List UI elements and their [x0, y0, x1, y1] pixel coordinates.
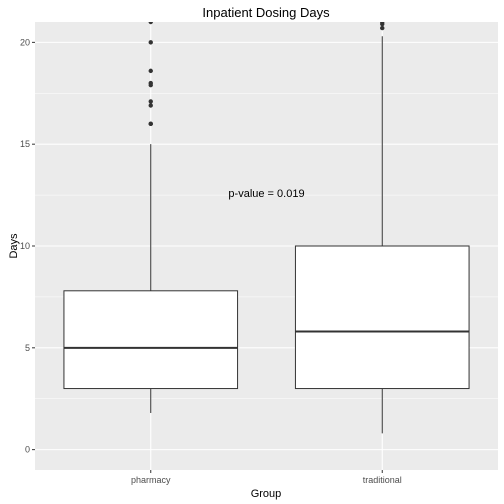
- outlier-point: [380, 25, 385, 31]
- x-axis-title: Group: [251, 488, 282, 500]
- box-group-pharmacy: [63, 22, 239, 413]
- y-axis-ticks: 0 5 10 15 20: [20, 37, 35, 455]
- box-group-traditional: [294, 22, 470, 434]
- y-tick-label: 15: [20, 139, 30, 149]
- x-axis-ticks: pharmacy traditional: [131, 470, 402, 485]
- y-tick-label: 5: [25, 343, 30, 353]
- box-iqr: [294, 245, 470, 390]
- annotations: p-value = 0.019: [228, 188, 304, 200]
- outlier-point: [148, 22, 153, 25]
- x-tick-label: pharmacy: [131, 475, 171, 485]
- x-tick-label: traditional: [363, 475, 402, 485]
- outlier-point: [148, 68, 153, 74]
- outlier-point: [148, 103, 153, 108]
- y-axis-title: Days: [8, 233, 20, 259]
- y-tick-label: 20: [20, 37, 30, 47]
- outlier-point: [380, 22, 385, 25]
- outlier-point: [148, 40, 153, 45]
- boxes: [63, 22, 470, 434]
- box-iqr: [63, 290, 239, 390]
- y-tick-label: 0: [25, 445, 30, 455]
- outlier-point: [148, 99, 153, 104]
- p-value-annotation: p-value = 0.019: [228, 188, 304, 200]
- outlier-point: [148, 121, 153, 127]
- outlier-point: [148, 80, 153, 86]
- y-tick-label: 10: [20, 241, 30, 251]
- chart-title: Inpatient Dosing Days: [202, 5, 330, 20]
